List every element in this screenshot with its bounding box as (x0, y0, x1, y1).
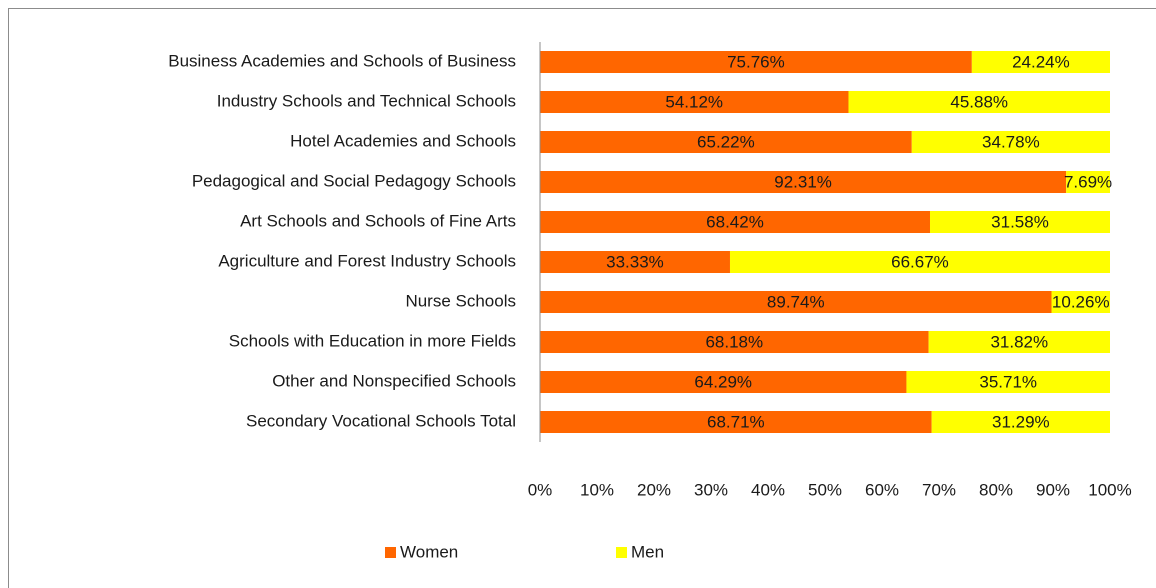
data-label: 45.88% (950, 92, 1008, 111)
legend-swatch (385, 547, 396, 558)
legend-label: Men (631, 542, 664, 561)
data-label: 68.71% (707, 412, 765, 431)
x-tick-label: 80% (979, 480, 1013, 499)
data-label: 89.74% (767, 292, 825, 311)
y-tick-label: Business Academies and Schools of Busine… (168, 51, 516, 70)
bar-segment (540, 91, 849, 113)
data-label: 54.12% (665, 92, 723, 111)
bar-segment (540, 291, 1052, 313)
legend-label: Women (400, 542, 458, 561)
x-tick-label: 40% (751, 480, 785, 499)
x-tick-label: 20% (637, 480, 671, 499)
y-tick-label: Hotel Academies and Schools (290, 131, 516, 150)
y-tick-label: Schools with Education in more Fields (229, 331, 516, 350)
x-tick-label: 0% (528, 480, 553, 499)
data-label: 24.24% (1012, 52, 1070, 71)
y-tick-label: Nurse Schools (405, 291, 516, 310)
bar-segment (848, 91, 1110, 113)
bar-segment (540, 411, 932, 433)
bar-segment (540, 251, 730, 273)
y-tick-label: Art Schools and Schools of Fine Arts (240, 211, 516, 230)
data-label: 68.42% (706, 212, 764, 231)
bar-segment (540, 211, 930, 233)
x-tick-label: 100% (1088, 480, 1131, 499)
y-tick-label: Industry Schools and Technical Schools (217, 91, 516, 110)
data-label: 64.29% (694, 372, 752, 391)
bar-segment (928, 331, 1110, 353)
data-label: 31.29% (992, 412, 1050, 431)
bar-segment (906, 371, 1110, 393)
data-label: 10.26% (1052, 292, 1110, 311)
data-label: 31.82% (990, 332, 1048, 351)
data-label: 35.71% (979, 372, 1037, 391)
x-tick-label: 70% (922, 480, 956, 499)
bar-segment (1051, 291, 1110, 313)
x-tick-label: 50% (808, 480, 842, 499)
data-label: 31.58% (991, 212, 1049, 231)
bar-segment (540, 331, 929, 353)
bar-segment (971, 51, 1110, 73)
x-tick-label: 60% (865, 480, 899, 499)
bar-segment (540, 131, 912, 153)
x-tick-label: 90% (1036, 480, 1070, 499)
data-label: 65.22% (697, 132, 755, 151)
bar-segment (911, 131, 1110, 153)
y-tick-label: Agriculture and Forest Industry Schools (218, 251, 516, 270)
data-label: 68.18% (705, 332, 763, 351)
data-label: 7.69% (1064, 172, 1112, 191)
data-label: 92.31% (774, 172, 832, 191)
bar-segment (540, 171, 1067, 193)
bar-segment (929, 211, 1110, 233)
bar-segment (1066, 171, 1110, 193)
y-tick-label: Secondary Vocational Schools Total (246, 411, 516, 430)
bar-segment (540, 51, 972, 73)
y-tick-label: Other and Nonspecified Schools (272, 371, 516, 390)
data-label: 66.67% (891, 252, 949, 271)
legend-swatch (616, 547, 627, 558)
data-label: 34.78% (982, 132, 1040, 151)
x-tick-label: 10% (580, 480, 614, 499)
y-tick-label: Pedagogical and Social Pedagogy Schools (192, 171, 516, 190)
bar-segment (931, 411, 1110, 433)
bar-segment (729, 251, 1110, 273)
x-tick-label: 30% (694, 480, 728, 499)
data-label: 75.76% (727, 52, 785, 71)
data-label: 33.33% (606, 252, 664, 271)
bar-segment (540, 371, 907, 393)
